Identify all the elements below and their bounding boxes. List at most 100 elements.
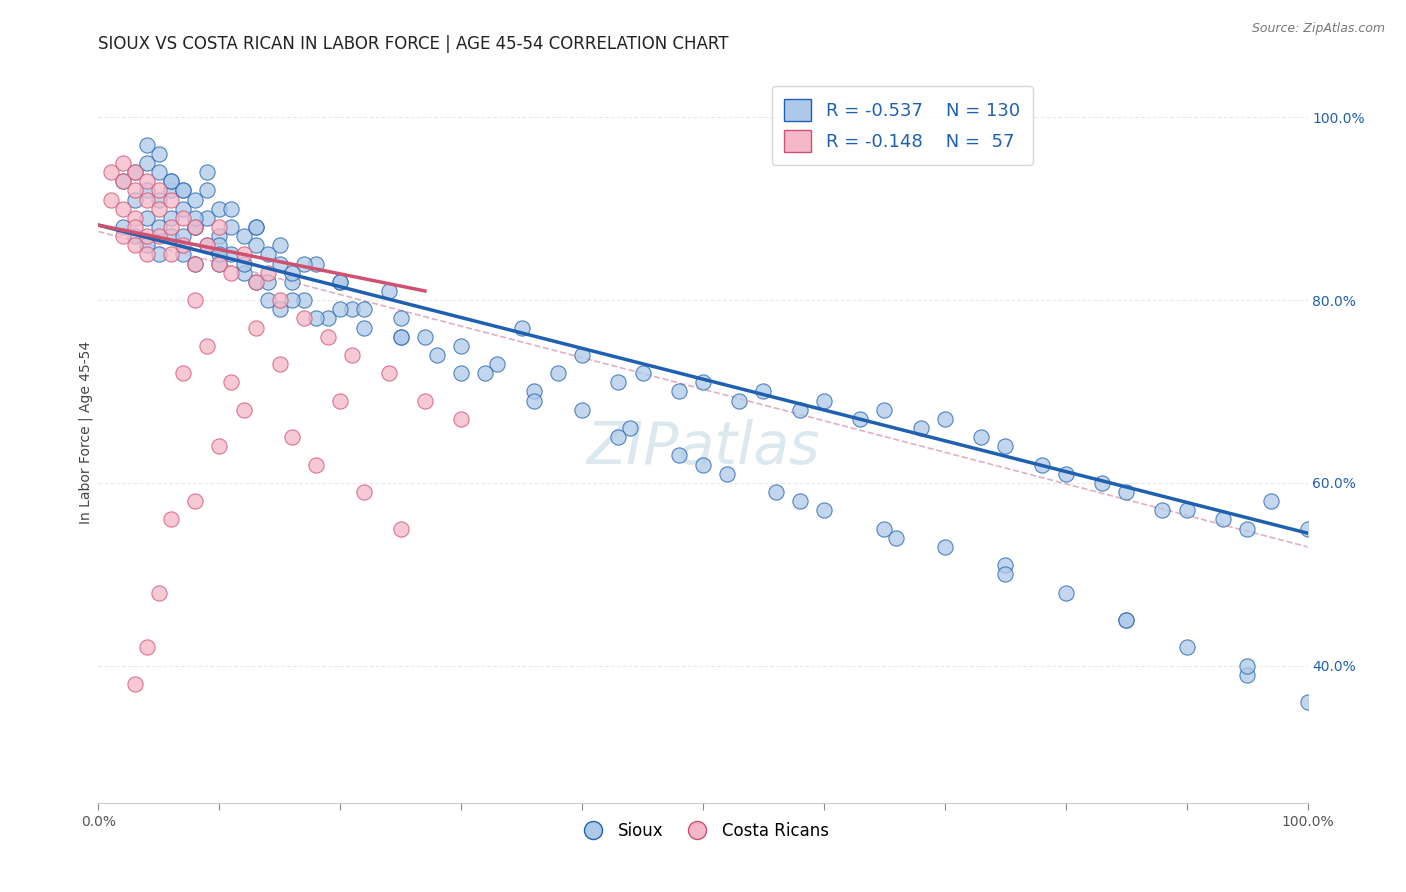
Point bbox=[195, 165, 218, 179]
Point bbox=[245, 238, 267, 252]
Point bbox=[184, 494, 207, 508]
Point bbox=[148, 247, 170, 261]
Point bbox=[1260, 494, 1282, 508]
Point bbox=[184, 219, 207, 234]
Point bbox=[184, 293, 207, 307]
Text: Source: ZipAtlas.com: Source: ZipAtlas.com bbox=[1251, 22, 1385, 36]
Point bbox=[607, 376, 630, 390]
Point bbox=[184, 256, 207, 270]
Point bbox=[232, 229, 254, 244]
Point bbox=[135, 174, 157, 188]
Point bbox=[160, 193, 183, 207]
Point bbox=[135, 156, 157, 170]
Point bbox=[305, 458, 328, 472]
Point bbox=[245, 275, 267, 289]
Point bbox=[148, 146, 170, 161]
Point bbox=[245, 275, 267, 289]
Point bbox=[329, 275, 352, 289]
Point bbox=[111, 174, 134, 188]
Point bbox=[607, 430, 630, 444]
Point bbox=[172, 183, 194, 197]
Point bbox=[1212, 512, 1234, 526]
Point bbox=[571, 402, 593, 417]
Point bbox=[221, 202, 243, 216]
Point bbox=[389, 522, 412, 536]
Point bbox=[934, 412, 956, 426]
Point bbox=[450, 412, 472, 426]
Point bbox=[1236, 658, 1258, 673]
Point bbox=[353, 302, 375, 317]
Point bbox=[486, 357, 509, 371]
Y-axis label: In Labor Force | Age 45-54: In Labor Force | Age 45-54 bbox=[79, 341, 93, 524]
Point bbox=[221, 247, 243, 261]
Point bbox=[292, 256, 315, 270]
Point bbox=[342, 348, 364, 362]
Point bbox=[547, 366, 569, 380]
Point bbox=[316, 329, 339, 343]
Point bbox=[281, 293, 304, 307]
Point bbox=[172, 202, 194, 216]
Text: SIOUX VS COSTA RICAN IN LABOR FORCE | AGE 45-54 CORRELATION CHART: SIOUX VS COSTA RICAN IN LABOR FORCE | AG… bbox=[98, 35, 728, 53]
Point bbox=[221, 266, 243, 280]
Point bbox=[329, 393, 352, 408]
Point bbox=[111, 156, 134, 170]
Point bbox=[160, 247, 183, 261]
Point bbox=[281, 430, 304, 444]
Point bbox=[245, 219, 267, 234]
Point bbox=[329, 275, 352, 289]
Point bbox=[692, 376, 714, 390]
Point bbox=[208, 256, 231, 270]
Point bbox=[111, 202, 134, 216]
Point bbox=[1115, 613, 1137, 627]
Point bbox=[994, 439, 1017, 453]
Point bbox=[195, 211, 218, 225]
Point bbox=[342, 302, 364, 317]
Point bbox=[1175, 640, 1198, 655]
Point bbox=[111, 219, 134, 234]
Point bbox=[789, 494, 811, 508]
Point bbox=[195, 238, 218, 252]
Point bbox=[813, 393, 835, 408]
Point bbox=[292, 293, 315, 307]
Point bbox=[160, 183, 183, 197]
Point bbox=[135, 137, 157, 152]
Point bbox=[245, 219, 267, 234]
Point bbox=[1236, 522, 1258, 536]
Point bbox=[208, 219, 231, 234]
Point bbox=[160, 174, 183, 188]
Point bbox=[135, 193, 157, 207]
Point bbox=[281, 266, 304, 280]
Point bbox=[474, 366, 496, 380]
Point bbox=[124, 238, 146, 252]
Point bbox=[728, 393, 751, 408]
Point bbox=[124, 211, 146, 225]
Point bbox=[245, 320, 267, 334]
Point bbox=[716, 467, 738, 481]
Point bbox=[571, 348, 593, 362]
Text: ZIPatlas: ZIPatlas bbox=[586, 419, 820, 476]
Point bbox=[135, 247, 157, 261]
Point bbox=[208, 439, 231, 453]
Point bbox=[523, 384, 546, 399]
Point bbox=[124, 677, 146, 691]
Point bbox=[353, 485, 375, 500]
Point bbox=[124, 165, 146, 179]
Point bbox=[135, 211, 157, 225]
Point bbox=[160, 174, 183, 188]
Point bbox=[523, 393, 546, 408]
Point bbox=[450, 339, 472, 353]
Point bbox=[148, 183, 170, 197]
Point bbox=[100, 193, 122, 207]
Point bbox=[631, 366, 654, 380]
Point bbox=[413, 393, 436, 408]
Point bbox=[910, 421, 932, 435]
Point bbox=[148, 229, 170, 244]
Point bbox=[970, 430, 993, 444]
Point bbox=[124, 193, 146, 207]
Point bbox=[208, 247, 231, 261]
Point bbox=[124, 219, 146, 234]
Point bbox=[160, 211, 183, 225]
Point bbox=[269, 357, 291, 371]
Point bbox=[994, 567, 1017, 582]
Point bbox=[1115, 485, 1137, 500]
